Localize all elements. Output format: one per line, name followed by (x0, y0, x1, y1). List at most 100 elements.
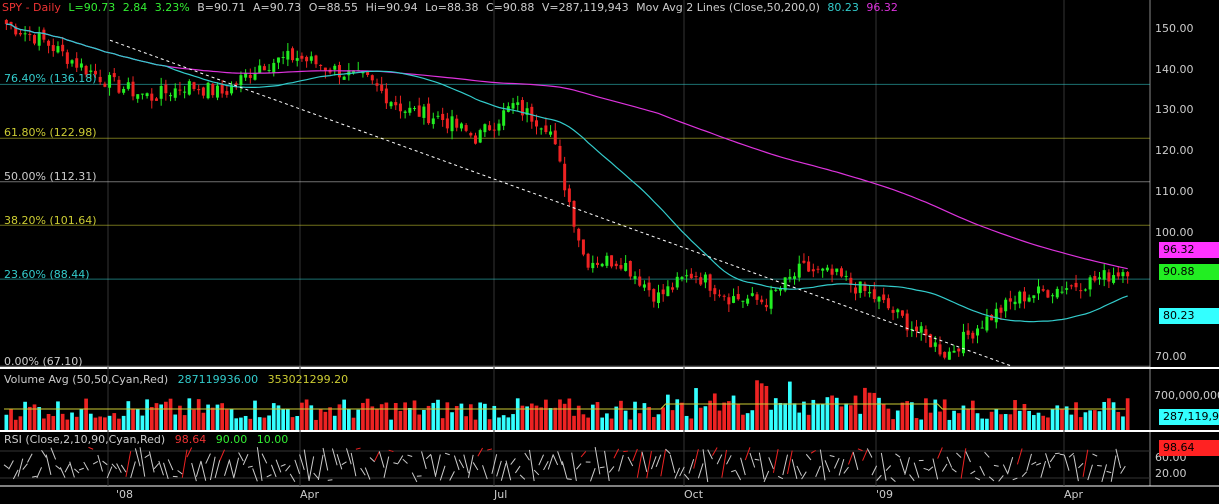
rsi-segment (801, 471, 807, 480)
rsi-segment (144, 454, 150, 459)
volume-bar (32, 404, 37, 430)
volume-bar (1013, 400, 1017, 430)
candle-body (642, 284, 646, 288)
rsi-segment (299, 454, 305, 471)
candle-body (352, 70, 356, 74)
rsi-segment (41, 449, 47, 458)
candle-body (816, 268, 820, 270)
volume-bar (440, 418, 445, 430)
candle-body (685, 275, 689, 277)
candle-body (999, 307, 1003, 313)
candle-body (525, 108, 529, 115)
rsi-segment (158, 460, 164, 476)
rsi-segment (88, 446, 94, 450)
candle-body (966, 330, 970, 335)
volume-bar (844, 403, 848, 430)
volume-bar (605, 413, 609, 430)
rsi-segment (777, 475, 784, 480)
candle-body (811, 269, 815, 272)
rsi-segment (665, 448, 671, 454)
rsi-segment (383, 456, 390, 478)
rsi-segment (421, 451, 427, 470)
candle-body (1107, 272, 1111, 282)
volume-bar (858, 413, 863, 430)
volume-bar (18, 416, 23, 430)
volume-bar (239, 417, 243, 430)
candle-body (267, 69, 271, 71)
candle-body (549, 131, 553, 135)
volume-bar (633, 401, 637, 430)
change-value: 2.84 (122, 1, 148, 14)
volume-bar (375, 409, 379, 430)
candle-body (624, 262, 628, 271)
rsi-segment (913, 462, 920, 478)
fib-label-618: 61.80% (122.98) (4, 126, 97, 139)
candle-body (47, 40, 51, 46)
rsi-segment (350, 452, 357, 477)
volume-bar (966, 408, 970, 430)
candle-body (764, 304, 768, 308)
rsi-segment (604, 450, 610, 482)
ma-label: Mov Avg 2 Lines (Close,50,200,0) (636, 1, 820, 14)
candle-body (825, 267, 829, 271)
candle-body (854, 287, 858, 294)
candle-body (581, 239, 585, 255)
volume-bar (135, 408, 140, 430)
rsi-segment (388, 449, 394, 453)
rsi-segment (655, 454, 662, 468)
candle-body (1013, 301, 1017, 305)
symbol-label: SPY - Daily (2, 1, 61, 14)
ask-price: A=90.73 (252, 1, 302, 14)
candle-body (361, 72, 365, 74)
candle-body (933, 342, 937, 347)
candle-body (830, 268, 834, 275)
candle-body (1069, 285, 1073, 287)
candle-body (755, 294, 759, 300)
candle-body (1083, 289, 1087, 291)
rsi-segment (369, 457, 375, 463)
volume-bar (1017, 410, 1022, 430)
volume-bar (407, 407, 412, 430)
candle-body (863, 283, 867, 292)
volume-bar (600, 417, 605, 430)
rsi-segment (1021, 471, 1028, 477)
candle-body (450, 116, 454, 132)
candle-body (1008, 298, 1012, 302)
volume-bar (895, 410, 900, 430)
rsi-segment (472, 462, 479, 471)
volume-bar (412, 400, 417, 430)
rsi-segment (566, 478, 572, 480)
candle-body (835, 268, 839, 272)
rsi-segment (904, 457, 910, 475)
candle-body (164, 84, 168, 94)
candle-body (1079, 290, 1083, 292)
candle-body (122, 89, 126, 93)
volume-bar (318, 409, 323, 430)
volume-bar (365, 398, 370, 430)
candle-body (703, 274, 707, 283)
rsi-segment (899, 458, 906, 474)
rsi-segment (669, 454, 676, 473)
candle-body (234, 83, 238, 85)
volume-bar (220, 403, 225, 430)
candle-body (248, 74, 252, 78)
rsi-segment (32, 475, 37, 478)
candle-body (441, 113, 445, 121)
volume-bar (13, 419, 18, 430)
volume-bar (745, 413, 750, 430)
rsi-segment (116, 463, 122, 473)
volume-bar (820, 403, 825, 430)
candle-body (633, 276, 637, 279)
rsi-segment (487, 448, 493, 451)
rsi-segment (120, 464, 127, 473)
rsi-segment (294, 459, 301, 475)
candle-body (1046, 290, 1050, 298)
candle-body (474, 135, 478, 144)
volume-bar (262, 417, 267, 430)
rsi-segment (946, 456, 953, 468)
volume-bar (497, 417, 501, 430)
volume-bar (107, 415, 112, 430)
candle-body (230, 85, 234, 94)
candle-body (868, 292, 872, 294)
rsi-segment (1078, 462, 1084, 469)
